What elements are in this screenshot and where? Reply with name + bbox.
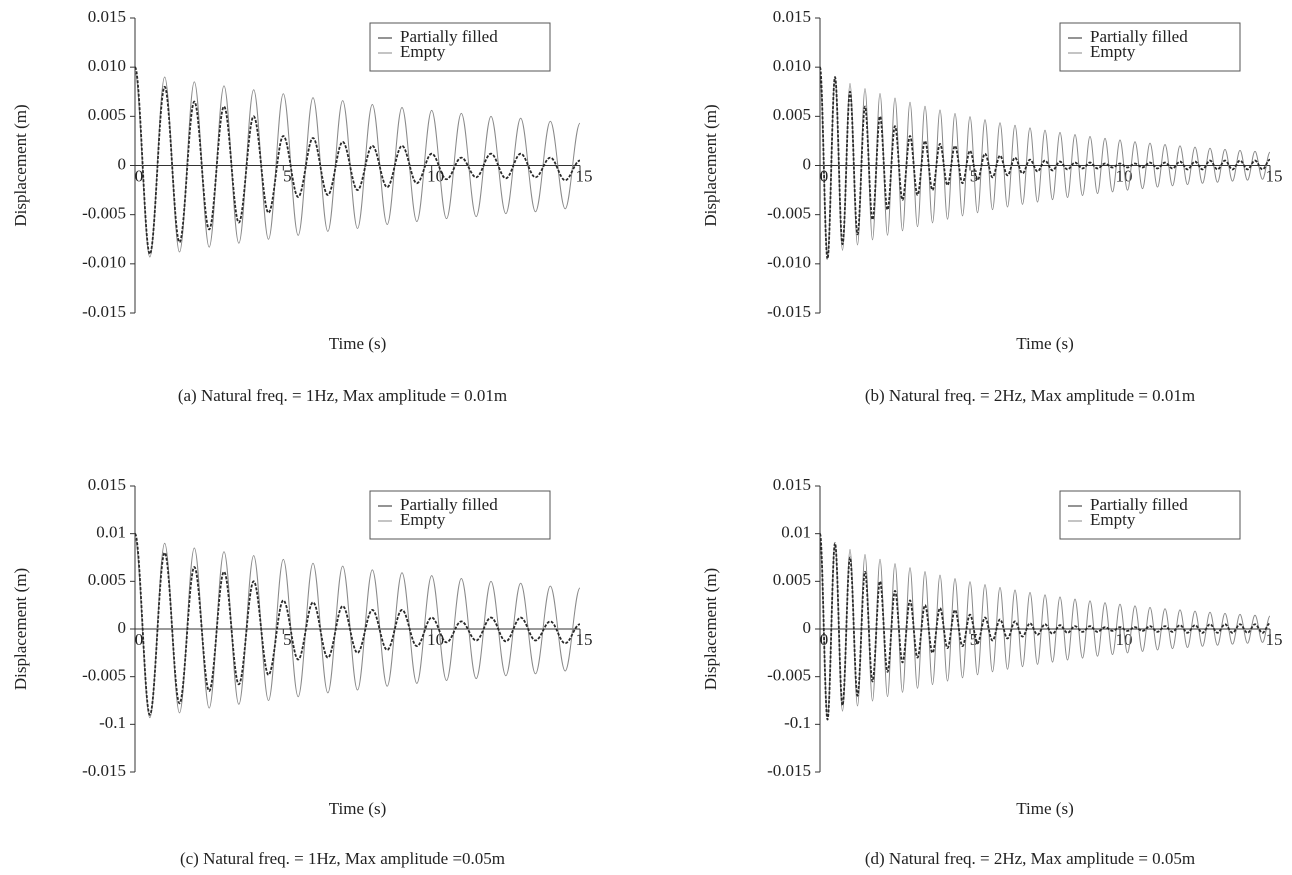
y-tick-label: 0.010: [773, 56, 811, 75]
x-axis-label: Time (s): [1016, 799, 1073, 818]
x-tick-label: 10: [1116, 166, 1133, 185]
y-tick-label: 0.010: [88, 56, 126, 75]
y-tick-label: -0.005: [767, 204, 811, 223]
legend-label: Partially filled: [1090, 495, 1188, 514]
y-tick-label: -0.015: [82, 761, 126, 780]
y-tick-label: -0.1: [784, 713, 811, 732]
y-axis-label: Displacement (m): [11, 104, 30, 226]
x-tick-label: 0: [135, 166, 144, 185]
legend-box: [1059, 490, 1241, 540]
y-tick-label: -0.015: [767, 761, 811, 780]
y-tick-label: 0: [803, 618, 812, 637]
legend-box: [369, 22, 551, 72]
legend-box: [369, 490, 551, 540]
y-tick-label: -0.010: [767, 253, 811, 272]
y-tick-label: -0.010: [82, 253, 126, 272]
x-tick-label: 5: [283, 166, 292, 185]
x-axis-label: Time (s): [1016, 334, 1073, 353]
series-line: [134, 532, 581, 716]
y-tick-label: 0.005: [88, 105, 126, 124]
y-tick-label: 0.015: [88, 7, 126, 26]
y-axis-label: Displacement (m): [11, 568, 30, 690]
caption: (b) Natural freq. = 2Hz, Max amplitude =…: [865, 386, 1195, 405]
x-tick-label: 10: [427, 630, 444, 649]
y-tick-label: -0.005: [767, 666, 811, 685]
y-tick-label: -0.015: [82, 302, 126, 321]
legend-label: Partially filled: [400, 27, 498, 46]
y-tick-label: -0.015: [767, 302, 811, 321]
y-tick-label: 0.015: [773, 475, 811, 494]
legend-box: [1059, 22, 1241, 72]
series-line: [819, 71, 1271, 257]
x-tick-label: 0: [135, 630, 144, 649]
y-tick-label: -0.005: [82, 204, 126, 223]
y-tick-label: 0.01: [96, 523, 126, 542]
y-axis-label: Displacement (m): [701, 568, 720, 690]
legend-label: Empty: [1090, 510, 1136, 529]
caption: (d) Natural freq. = 2Hz, Max amplitude =…: [865, 849, 1195, 868]
x-tick-label: 15: [576, 630, 593, 649]
y-tick-label: 0.015: [773, 7, 811, 26]
x-tick-label: 10: [1116, 630, 1133, 649]
series-line: [134, 537, 581, 719]
x-tick-label: 15: [576, 166, 593, 185]
y-tick-label: 0.005: [88, 570, 126, 589]
y-tick-label: 0.005: [773, 105, 811, 124]
y-tick-label: -0.1: [99, 713, 126, 732]
x-tick-label: 15: [1266, 630, 1283, 649]
y-tick-label: 0.005: [773, 570, 811, 589]
caption: (c) Natural freq. = 1Hz, Max amplitude =…: [180, 849, 505, 868]
x-axis-label: Time (s): [329, 799, 386, 818]
caption: (a) Natural freq. = 1Hz, Max amplitude =…: [178, 386, 507, 405]
y-tick-label: 0: [803, 154, 812, 173]
x-axis-label: Time (s): [329, 334, 386, 353]
legend-label: Partially filled: [1090, 27, 1188, 46]
series-line: [819, 532, 1271, 721]
y-tick-label: -0.005: [82, 666, 126, 685]
y-tick-label: 0: [118, 154, 127, 173]
series-line: [134, 66, 581, 255]
series-line: [819, 537, 1271, 718]
legend-label: Empty: [1090, 42, 1136, 61]
legend-label: Partially filled: [400, 495, 498, 514]
y-tick-label: 0.01: [781, 523, 811, 542]
x-tick-label: 5: [283, 630, 292, 649]
y-axis-label: Displacement (m): [701, 104, 720, 226]
x-tick-label: 15: [1266, 166, 1283, 185]
y-tick-label: 0.015: [88, 475, 126, 494]
legend-label: Empty: [400, 42, 446, 61]
legend-label: Empty: [400, 510, 446, 529]
series-line: [819, 66, 1271, 260]
x-tick-label: 10: [427, 166, 444, 185]
y-tick-label: 0: [118, 618, 127, 637]
